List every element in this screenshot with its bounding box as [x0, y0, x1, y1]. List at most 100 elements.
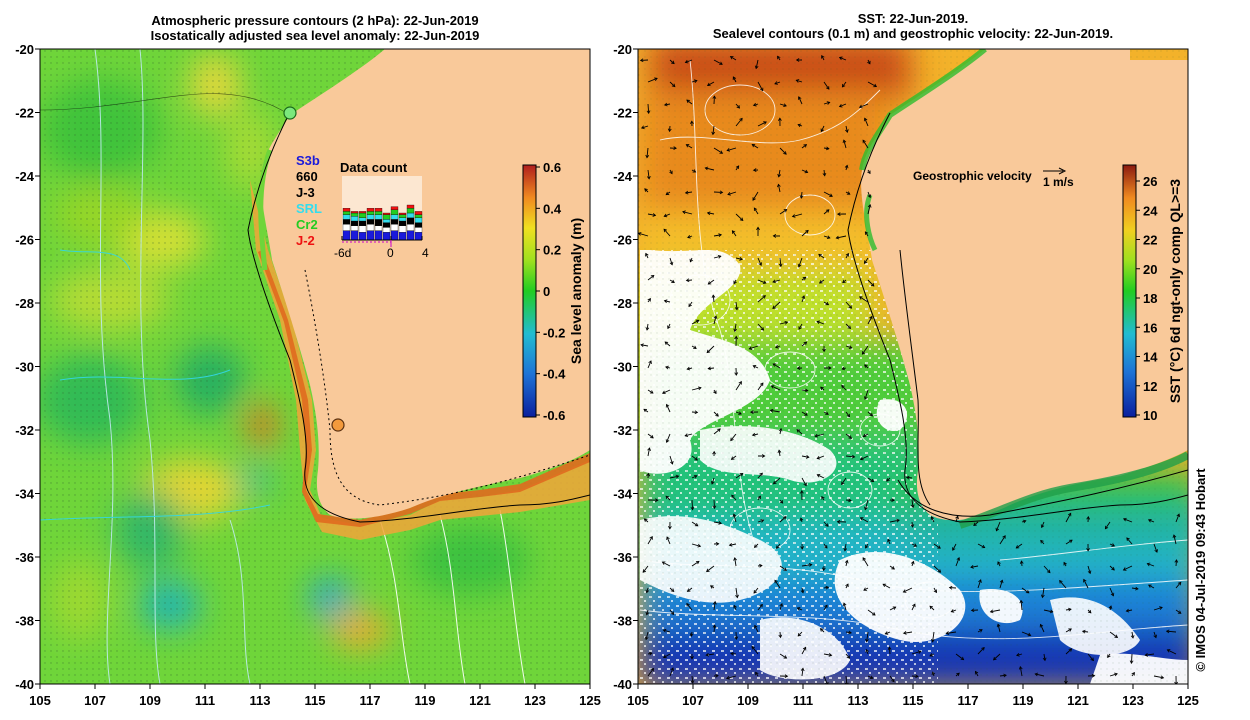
velocity-arrow	[779, 428, 782, 435]
velocity-arrowhead	[870, 282, 875, 287]
velocity-arrowhead	[867, 194, 872, 199]
velocity-arrow	[823, 604, 828, 611]
lon-tick-label: 105	[627, 693, 649, 708]
velocity-arrow	[1109, 673, 1118, 677]
velocity-arrowhead	[805, 454, 810, 459]
velocity-arrow	[733, 514, 737, 523]
velocity-arrowhead	[970, 608, 975, 613]
velocity-arrowhead	[642, 569, 647, 573]
mission-label: 660	[296, 169, 318, 184]
velocity-arrow	[666, 404, 671, 413]
velocity-arrow	[1109, 543, 1115, 547]
histogram-bar-segment	[406, 217, 415, 225]
velocity-arrowhead	[752, 197, 756, 201]
lon-tick-label: 111	[195, 693, 215, 708]
histogram-bar-segment	[358, 212, 367, 218]
lon-tick-label: 121	[1067, 693, 1089, 708]
velocity-arrowhead	[643, 408, 648, 413]
lat-tick-label: -26	[613, 233, 632, 248]
velocity-arrow	[845, 433, 852, 439]
velocity-arrow	[843, 139, 847, 149]
lon-tick-label: 105	[29, 693, 51, 708]
velocity-arrowhead	[1172, 534, 1177, 538]
velocity-arrowhead	[1059, 579, 1063, 584]
lat-tick-label: -40	[613, 677, 632, 692]
histogram-bar-segment	[342, 219, 351, 225]
lon-tick-label: 115	[903, 693, 924, 708]
velocity-arrowhead	[759, 563, 763, 568]
velocity-arrow	[757, 121, 767, 127]
velocity-arrow	[823, 543, 828, 549]
histogram-bar-segment	[398, 225, 407, 233]
velocity-arrowhead	[730, 456, 735, 460]
velocity-arrowhead	[1147, 518, 1152, 523]
velocity-arrowhead	[667, 325, 671, 330]
velocity-arrowhead	[739, 217, 744, 221]
velocity-arrowhead	[864, 231, 869, 235]
histogram-bar-segment	[366, 224, 375, 231]
histogram-bar-segment	[342, 208, 351, 212]
velocity-arrowhead	[775, 545, 780, 549]
velocity-arrowhead	[655, 498, 659, 503]
velocity-arrow	[867, 204, 871, 215]
velocity-arrowhead	[795, 79, 800, 83]
velocity-arrow	[691, 675, 694, 684]
velocity-arrow	[682, 211, 693, 215]
velocity-arrowhead	[1019, 599, 1024, 604]
velocity-arrowhead	[688, 303, 692, 308]
velocity-arrowhead	[709, 585, 714, 589]
velocity-arrowhead	[689, 633, 694, 637]
lat-tick-label: -30	[613, 360, 632, 375]
velocity-arrow	[727, 191, 737, 195]
velocity-arrow	[732, 76, 737, 83]
velocity-arrow	[735, 587, 738, 598]
velocity-arrow	[801, 169, 808, 173]
histogram-bar-segment	[382, 214, 391, 220]
velocity-arrowhead	[1019, 560, 1024, 564]
velocity-arrowhead	[1144, 653, 1149, 657]
velocity-arrowhead	[821, 567, 826, 572]
velocity-arrowhead	[760, 519, 765, 523]
velocity-arrow	[911, 543, 917, 547]
velocity-arrowhead	[662, 628, 667, 633]
velocity-arrow	[801, 389, 808, 392]
velocity-arrowhead	[752, 365, 757, 369]
histogram-bar-segment	[390, 224, 399, 231]
velocity-arrowhead	[733, 604, 737, 609]
velocity-arrowhead	[829, 193, 833, 197]
velocity-arrowhead	[706, 211, 711, 216]
velocity-arrowhead	[1177, 581, 1182, 586]
velocity-arrow	[666, 536, 671, 545]
velocity-arrow	[823, 235, 831, 239]
histogram-bar-segment	[350, 230, 359, 241]
velocity-arrowhead	[645, 589, 650, 594]
velocity-arrowhead	[719, 61, 723, 65]
velocity-arrowhead	[1042, 657, 1047, 662]
credit-text: © IMOS 04-Jul-2019 09:43 Hobart	[1193, 468, 1208, 672]
velocity-arrow	[645, 253, 649, 259]
velocity-arrowhead	[783, 103, 787, 108]
velocity-arrowhead	[931, 671, 936, 676]
velocity-arrowhead	[685, 144, 690, 148]
velocity-arrow	[713, 315, 717, 325]
velocity-arrowhead	[693, 475, 698, 479]
velocity-arrow	[664, 341, 671, 347]
velocity-arrow	[774, 81, 781, 85]
velocity-arrowhead	[646, 176, 651, 180]
velocity-arrowhead	[760, 327, 765, 331]
velocity-arrowhead	[859, 296, 863, 300]
lon-tick-label: 123	[524, 693, 546, 708]
velocity-arrowhead	[841, 384, 845, 389]
velocity-arrowhead	[661, 561, 666, 565]
velocity-arrowhead	[896, 518, 900, 523]
velocity-arrowhead	[910, 504, 915, 509]
velocity-arrowhead	[664, 341, 669, 345]
velocity-arrowhead	[754, 65, 759, 70]
velocity-arrowhead	[670, 667, 674, 671]
velocity-arrow	[645, 631, 649, 640]
velocity-arrowhead	[753, 544, 758, 548]
velocity-arrowhead	[1114, 634, 1119, 638]
histogram-bar-segment	[350, 216, 359, 222]
velocity-arrowhead	[867, 60, 871, 65]
